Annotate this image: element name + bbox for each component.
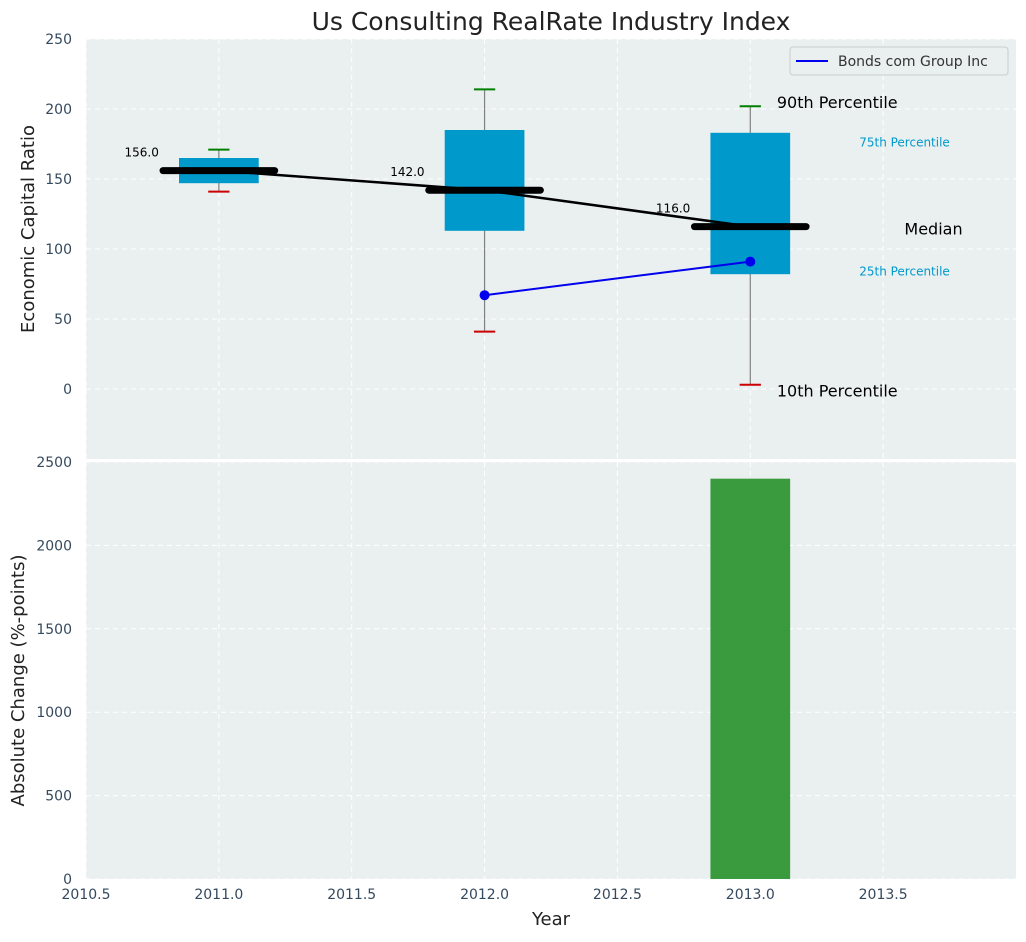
bottom-y-tick-label: 0 (63, 872, 72, 888)
series-line-bonds-com-group-inc (484, 260, 751, 297)
x-tick-label: 2011.5 (327, 887, 376, 903)
bottom-y-tick-label: 2500 (36, 455, 72, 471)
legend: Bonds com Group Inc (789, 46, 1009, 76)
x-tick-label: 2010.5 (62, 887, 111, 903)
median-value-label-2013: 116.0 (656, 202, 690, 216)
annotation-90th-percentile: 90th Percentile (777, 93, 898, 112)
x-axis-label: Year (531, 909, 571, 930)
bottom-plot-area (86, 462, 1016, 879)
box-2013 (710, 132, 791, 275)
annotation-10th-percentile: 10th Percentile (777, 381, 898, 400)
box-2012 (444, 130, 525, 231)
top-y-tick-label: 200 (45, 102, 72, 118)
x-tick-label: 2012.0 (460, 887, 509, 903)
top-y-tick-label: 50 (54, 312, 72, 328)
x-tick-label: 2012.5 (593, 887, 642, 903)
annotation-median: Median (904, 219, 962, 238)
x-tick-label: 2013.5 (859, 887, 908, 903)
bottom-y-tick-label: 2000 (36, 538, 72, 554)
top-y-axis-label: Economic Capital Ratio (18, 125, 39, 333)
median-value-label-2012: 142.0 (390, 165, 424, 179)
median-trend-group: 156.0 142.0 116.0 (124, 146, 751, 228)
x-tick-label: 2011.0 (194, 887, 243, 903)
bottom-y-axis-label: Absolute Change (%-points) (8, 555, 29, 807)
tick-labels: 050100150200250050010001500200025002010.… (36, 32, 907, 903)
series-point-2013 (745, 256, 756, 267)
legend-label-bonds-com-group-inc: Bonds com Group Inc (838, 54, 988, 70)
bottom-y-tick-label: 1000 (36, 705, 72, 721)
top-y-tick-label: 150 (45, 172, 72, 188)
top-y-tick-label: 100 (45, 242, 72, 258)
chart-title: Us Consulting RealRate Industry Index (312, 7, 791, 36)
bar-group (710, 478, 791, 879)
box-group (159, 88, 810, 386)
median-trend-line (218, 169, 751, 228)
top-y-tick-label: 250 (45, 32, 72, 48)
x-tick-label: 2013.0 (726, 887, 775, 903)
bottom-y-tick-label: 500 (45, 789, 72, 805)
company-series-group (479, 256, 756, 301)
median-value-label-2011: 156.0 (124, 146, 158, 160)
bottom-y-tick-label: 1500 (36, 622, 72, 638)
bar-2013 (710, 478, 791, 879)
annotation-25th-percentile: 25th Percentile (859, 264, 950, 278)
legend-frame (789, 46, 1009, 76)
top-y-tick-label: 0 (63, 382, 72, 398)
annotation-75th-percentile: 75th Percentile (859, 136, 950, 150)
series-point-2012 (479, 290, 490, 301)
